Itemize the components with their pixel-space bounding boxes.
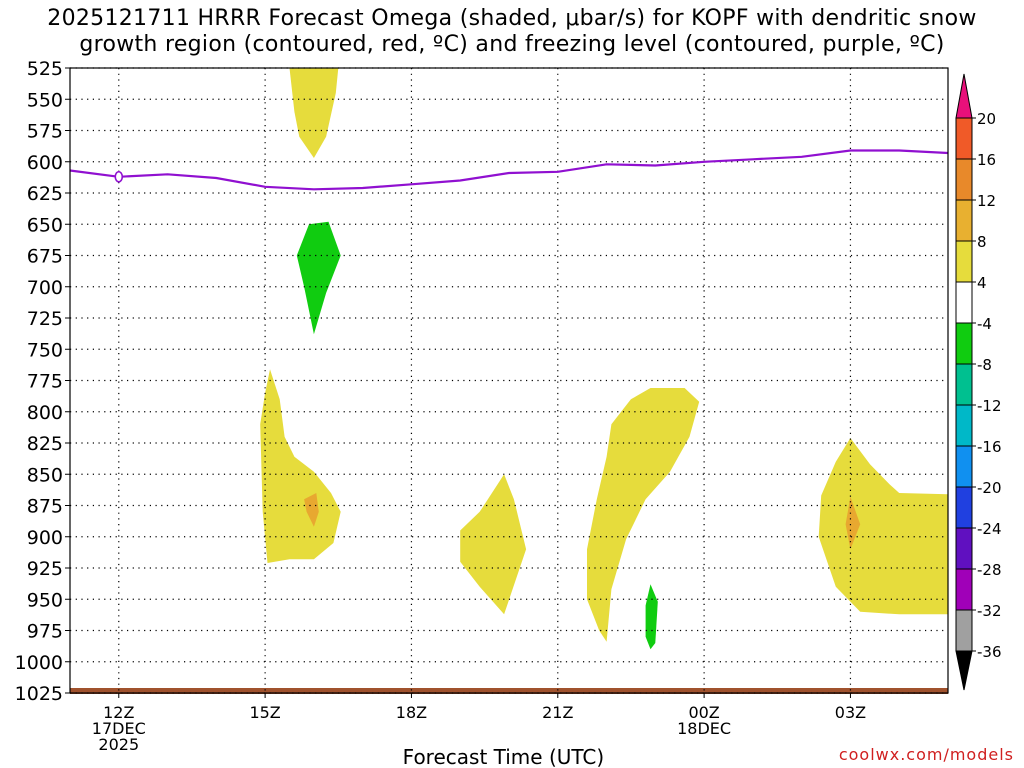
omega-region-6 bbox=[645, 584, 658, 650]
plot-frame bbox=[69, 67, 949, 694]
colorbar-segment--8 bbox=[955, 363, 973, 406]
colorbar-segment-16 bbox=[955, 158, 973, 201]
colorbar-segment-8 bbox=[955, 240, 973, 283]
colorbar-label-20: 20 bbox=[977, 110, 996, 128]
colorbar-label--16: -16 bbox=[977, 438, 1002, 456]
y-tick-label-625: 625 bbox=[27, 183, 63, 205]
y-tick-label-875: 875 bbox=[27, 496, 63, 518]
x-tick-label-03Z: 03Z bbox=[835, 703, 866, 722]
x-axis-label: Forecast Time (UTC) bbox=[403, 745, 605, 768]
colorbar-label--28: -28 bbox=[977, 561, 1002, 579]
colorbar-label-4: 4 bbox=[977, 274, 987, 292]
freezing-level-label-circle bbox=[114, 170, 124, 183]
omega-region-4 bbox=[460, 474, 527, 615]
colorbar-bottom-arrow bbox=[955, 650, 973, 691]
colorbar-segment--24 bbox=[955, 527, 973, 570]
credit-text[interactable]: coolwx.com/models bbox=[838, 745, 1014, 764]
colorbar-label-12: 12 bbox=[977, 192, 996, 210]
chart-title-line-1: 2025121711 HRRR Forecast Omega (shaded, … bbox=[47, 6, 977, 31]
x-tick-label-21Z: 21Z bbox=[542, 703, 573, 722]
colorbar-segment-12 bbox=[955, 199, 973, 242]
colorbar-label--24: -24 bbox=[977, 520, 1002, 538]
colorbar-segment-4 bbox=[955, 281, 973, 324]
y-tick-label-975: 975 bbox=[27, 621, 63, 643]
colorbar-label-16: 16 bbox=[977, 151, 996, 169]
y-tick-label-700: 700 bbox=[27, 277, 63, 299]
y-tick-label-650: 650 bbox=[27, 214, 63, 236]
omega-region-0 bbox=[289, 68, 339, 158]
y-tick-label-900: 900 bbox=[27, 527, 63, 549]
omega-region-5 bbox=[587, 388, 700, 642]
x-tick-label-18DEC: 18DEC bbox=[677, 719, 731, 738]
y-tick-label-1025: 1025 bbox=[15, 683, 63, 705]
colorbar-segment--32 bbox=[955, 609, 973, 652]
x-tick-label-00Z: 00Z bbox=[688, 703, 719, 722]
colorbar-segment--28 bbox=[955, 568, 973, 611]
colorbar-label--20: -20 bbox=[977, 479, 1002, 497]
colorbar-top-arrow bbox=[955, 73, 973, 119]
y-tick-label-675: 675 bbox=[27, 246, 63, 268]
colorbar-segment--12 bbox=[955, 404, 973, 447]
y-tick-label-600: 600 bbox=[27, 152, 63, 174]
y-tick-label-950: 950 bbox=[27, 589, 63, 611]
x-tick-label-12Z: 12Z bbox=[103, 703, 134, 722]
y-tick-label-725: 725 bbox=[27, 308, 63, 330]
y-tick-label-750: 750 bbox=[27, 339, 63, 361]
colorbar-segment-20 bbox=[955, 117, 973, 160]
x-tick-label-17DEC: 17DEC bbox=[92, 719, 146, 738]
colorbar-segment--16 bbox=[955, 445, 973, 488]
omega-region-3 bbox=[304, 493, 319, 527]
freezing-level-line bbox=[69, 149, 949, 191]
omega-region-2 bbox=[260, 369, 341, 563]
colorbar-label--32: -32 bbox=[977, 602, 1002, 620]
colorbar-segment--20 bbox=[955, 486, 973, 529]
colorbar-label--36: -36 bbox=[977, 643, 1002, 661]
y-tick-label-525: 525 bbox=[27, 58, 63, 80]
y-tick-label-775: 775 bbox=[27, 371, 63, 393]
y-tick-label-550: 550 bbox=[27, 89, 63, 111]
colorbar-segment--4 bbox=[955, 322, 973, 365]
y-tick-label-800: 800 bbox=[27, 402, 63, 424]
chart-title-line-2: growth region (contoured, red, ºC) and f… bbox=[79, 32, 945, 57]
y-tick-label-575: 575 bbox=[27, 121, 63, 143]
x-tick-label-18Z: 18Z bbox=[396, 703, 427, 722]
y-tick-label-1000: 1000 bbox=[15, 652, 63, 674]
colorbar-label--8: -8 bbox=[977, 356, 992, 374]
y-tick-label-850: 850 bbox=[27, 464, 63, 486]
colorbar-label-8: 8 bbox=[977, 233, 987, 251]
omega-region-8 bbox=[845, 496, 861, 550]
terrain-strip bbox=[70, 688, 948, 694]
colorbar-label--12: -12 bbox=[977, 397, 1002, 415]
colorbar-label--4: -4 bbox=[977, 315, 992, 333]
y-tick-label-925: 925 bbox=[27, 558, 63, 580]
x-tick-label-2025: 2025 bbox=[98, 735, 139, 754]
omega-region-1 bbox=[296, 221, 341, 335]
x-tick-label-15Z: 15Z bbox=[249, 703, 280, 722]
y-tick-label-825: 825 bbox=[27, 433, 63, 455]
omega-region-7 bbox=[818, 438, 948, 615]
